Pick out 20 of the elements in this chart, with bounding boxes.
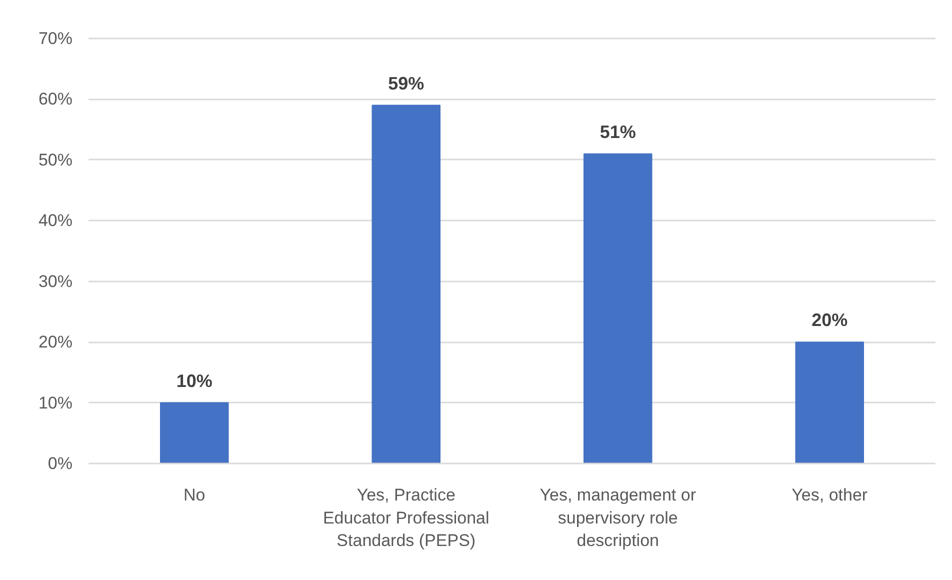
data-label: 51% [600, 122, 636, 142]
x-tick-label: Yes, other [792, 486, 868, 504]
bar [372, 104, 441, 464]
bar [795, 342, 864, 464]
x-tick-label: No [184, 486, 206, 504]
y-tick-label: 10% [38, 393, 73, 412]
data-label: 20% [812, 310, 848, 330]
y-tick-label: 0% [48, 454, 73, 473]
y-tick-label: 60% [38, 90, 73, 109]
y-tick-label: 40% [38, 211, 73, 230]
y-tick-label: 50% [38, 150, 73, 170]
y-tick-label: 70% [38, 29, 73, 48]
x-tick-label: Yes, Practice Educator Professional Standards (PEPS) [322, 486, 490, 550]
y-tick-label: 20% [38, 332, 73, 352]
bar [583, 153, 652, 464]
y-tick-label: 30% [38, 272, 73, 291]
data-label: 59% [388, 73, 424, 94]
x-tick-label: Yes, management or supervisory role description [540, 486, 696, 550]
bar [160, 402, 229, 464]
data-label: 10% [176, 370, 212, 391]
